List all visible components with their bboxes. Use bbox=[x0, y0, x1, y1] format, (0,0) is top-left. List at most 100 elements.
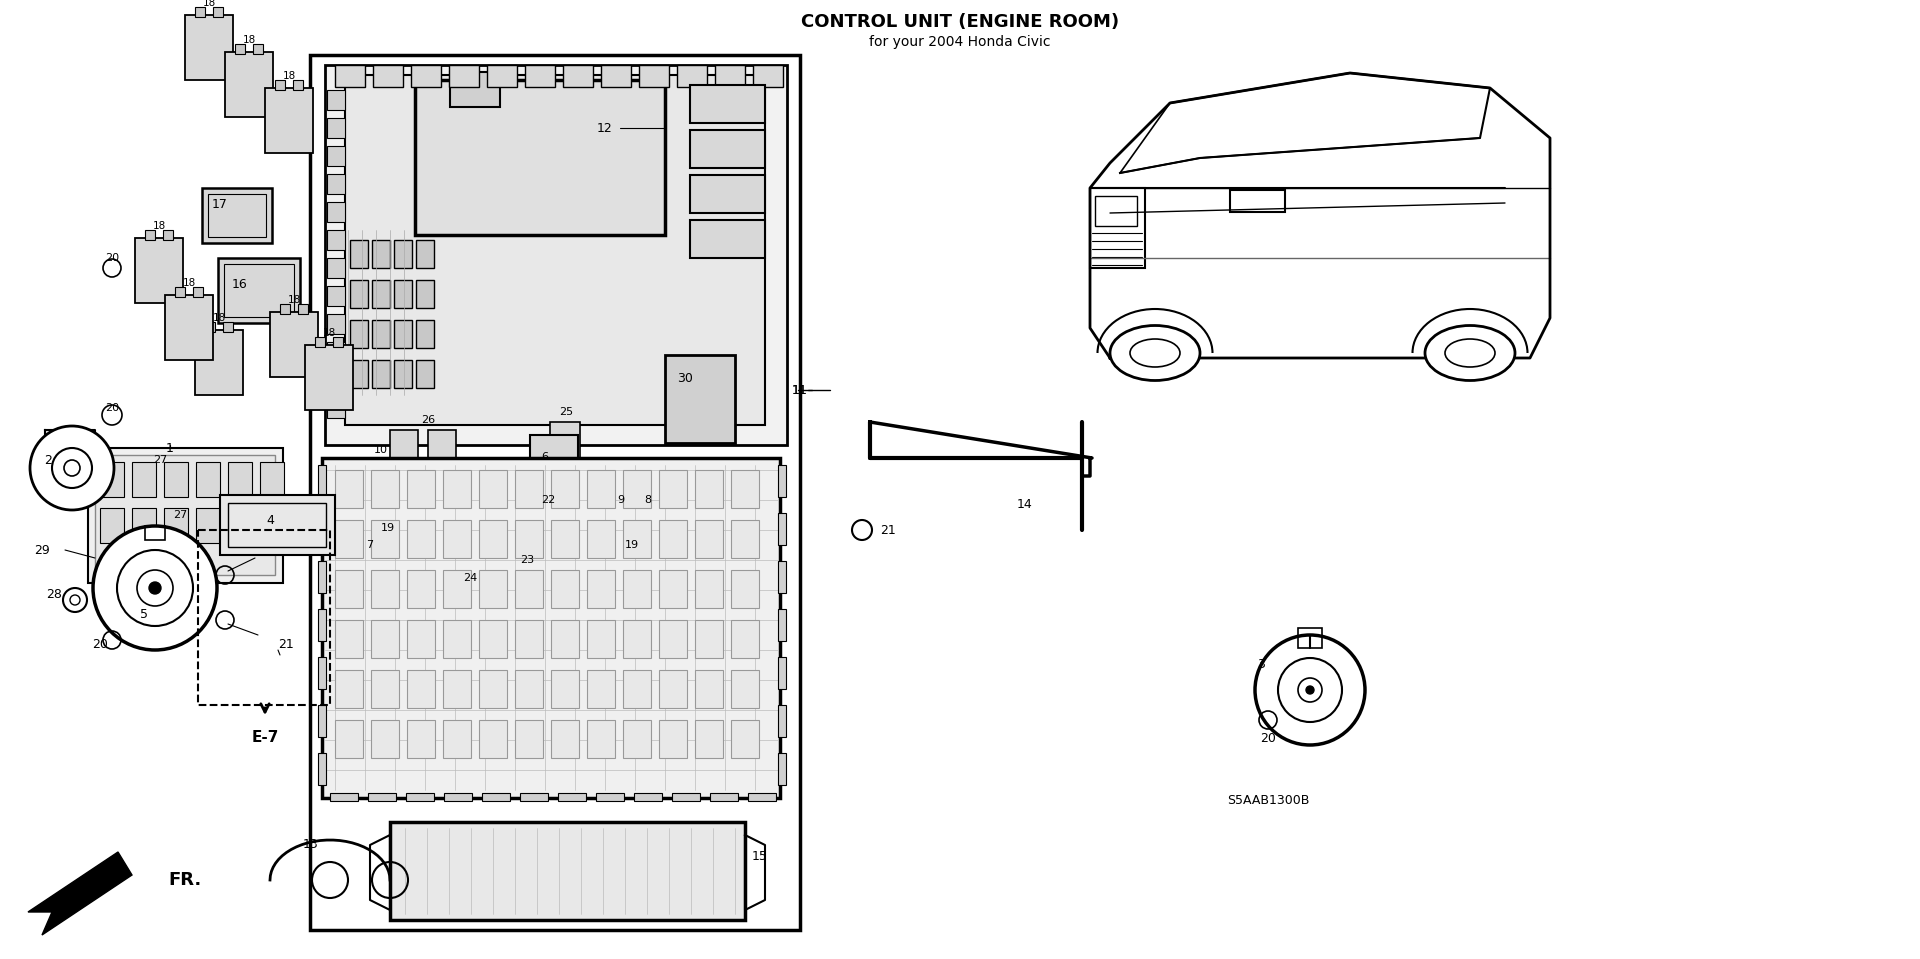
Bar bbox=[659, 520, 687, 558]
Text: 9: 9 bbox=[618, 495, 624, 505]
Bar bbox=[444, 570, 470, 608]
Bar bbox=[163, 230, 173, 240]
Text: for your 2004 Honda Civic: for your 2004 Honda Civic bbox=[870, 35, 1050, 49]
Bar bbox=[444, 720, 470, 758]
Bar bbox=[551, 620, 580, 658]
Text: 23: 23 bbox=[520, 555, 534, 565]
Bar bbox=[390, 822, 745, 920]
Bar bbox=[407, 570, 436, 608]
Bar bbox=[1094, 196, 1137, 226]
Bar bbox=[417, 360, 434, 388]
Text: 14: 14 bbox=[1018, 499, 1033, 511]
Bar bbox=[326, 258, 346, 278]
Circle shape bbox=[92, 526, 217, 650]
Bar bbox=[334, 720, 363, 758]
Bar bbox=[371, 720, 399, 758]
Bar bbox=[695, 720, 724, 758]
Text: 1: 1 bbox=[165, 441, 175, 455]
Bar bbox=[146, 230, 156, 240]
Bar bbox=[100, 508, 125, 543]
Bar bbox=[588, 720, 614, 758]
Bar bbox=[732, 720, 758, 758]
Bar bbox=[659, 670, 687, 708]
Bar bbox=[732, 670, 758, 708]
Bar bbox=[219, 258, 300, 323]
Bar bbox=[205, 322, 215, 332]
Bar bbox=[444, 470, 470, 508]
Bar bbox=[100, 462, 125, 497]
Bar bbox=[659, 720, 687, 758]
Bar bbox=[478, 670, 507, 708]
Text: 28: 28 bbox=[46, 589, 61, 601]
Bar bbox=[294, 80, 303, 90]
Bar bbox=[417, 240, 434, 268]
Bar bbox=[588, 520, 614, 558]
Bar bbox=[280, 304, 290, 314]
Bar bbox=[326, 286, 346, 306]
Bar bbox=[265, 88, 313, 153]
Bar bbox=[305, 345, 353, 410]
Bar bbox=[334, 520, 363, 558]
Text: 18: 18 bbox=[202, 0, 215, 8]
Bar bbox=[659, 470, 687, 508]
Bar bbox=[319, 657, 326, 689]
Bar bbox=[714, 65, 745, 87]
Text: 18: 18 bbox=[323, 328, 336, 338]
Text: E-7: E-7 bbox=[252, 731, 278, 745]
Bar bbox=[349, 360, 369, 388]
Bar bbox=[334, 65, 365, 87]
Bar bbox=[549, 422, 580, 470]
Text: 22: 22 bbox=[541, 495, 555, 505]
Bar bbox=[632, 472, 655, 510]
Bar bbox=[207, 194, 267, 237]
Bar bbox=[146, 526, 165, 540]
Bar bbox=[271, 312, 319, 377]
Text: 10: 10 bbox=[374, 445, 388, 455]
Bar bbox=[196, 508, 221, 543]
Bar bbox=[225, 264, 294, 317]
Bar bbox=[225, 52, 273, 117]
Bar bbox=[689, 85, 764, 123]
Bar bbox=[601, 65, 632, 87]
Bar bbox=[407, 620, 436, 658]
Bar bbox=[530, 435, 578, 477]
Text: 7: 7 bbox=[367, 540, 372, 550]
Bar bbox=[1231, 190, 1284, 212]
Bar bbox=[405, 793, 434, 801]
Bar bbox=[778, 513, 785, 545]
Bar bbox=[551, 670, 580, 708]
Text: 8: 8 bbox=[645, 495, 651, 505]
Bar bbox=[134, 238, 182, 303]
Bar bbox=[407, 720, 436, 758]
Text: 15: 15 bbox=[753, 851, 768, 863]
Bar bbox=[253, 44, 263, 54]
Bar bbox=[695, 620, 724, 658]
Text: 6: 6 bbox=[541, 452, 549, 462]
Text: 26: 26 bbox=[420, 415, 436, 425]
Bar bbox=[588, 670, 614, 708]
Bar bbox=[689, 220, 764, 258]
Bar bbox=[478, 720, 507, 758]
Bar bbox=[390, 430, 419, 478]
Bar bbox=[515, 720, 543, 758]
Bar bbox=[622, 470, 651, 508]
Bar bbox=[175, 287, 184, 297]
Bar bbox=[228, 462, 252, 497]
Bar bbox=[326, 146, 346, 166]
Bar bbox=[524, 65, 555, 87]
Circle shape bbox=[1256, 635, 1365, 745]
Bar bbox=[394, 360, 413, 388]
Bar bbox=[672, 793, 701, 801]
Bar bbox=[695, 520, 724, 558]
Bar bbox=[165, 295, 213, 360]
Bar bbox=[326, 342, 346, 362]
Bar bbox=[323, 458, 780, 798]
Bar bbox=[334, 570, 363, 608]
Bar bbox=[551, 470, 580, 508]
Bar bbox=[326, 398, 346, 418]
Bar bbox=[1298, 628, 1323, 648]
Bar bbox=[753, 65, 783, 87]
Bar bbox=[198, 530, 330, 705]
Text: 18: 18 bbox=[282, 71, 296, 81]
Bar bbox=[332, 337, 344, 347]
